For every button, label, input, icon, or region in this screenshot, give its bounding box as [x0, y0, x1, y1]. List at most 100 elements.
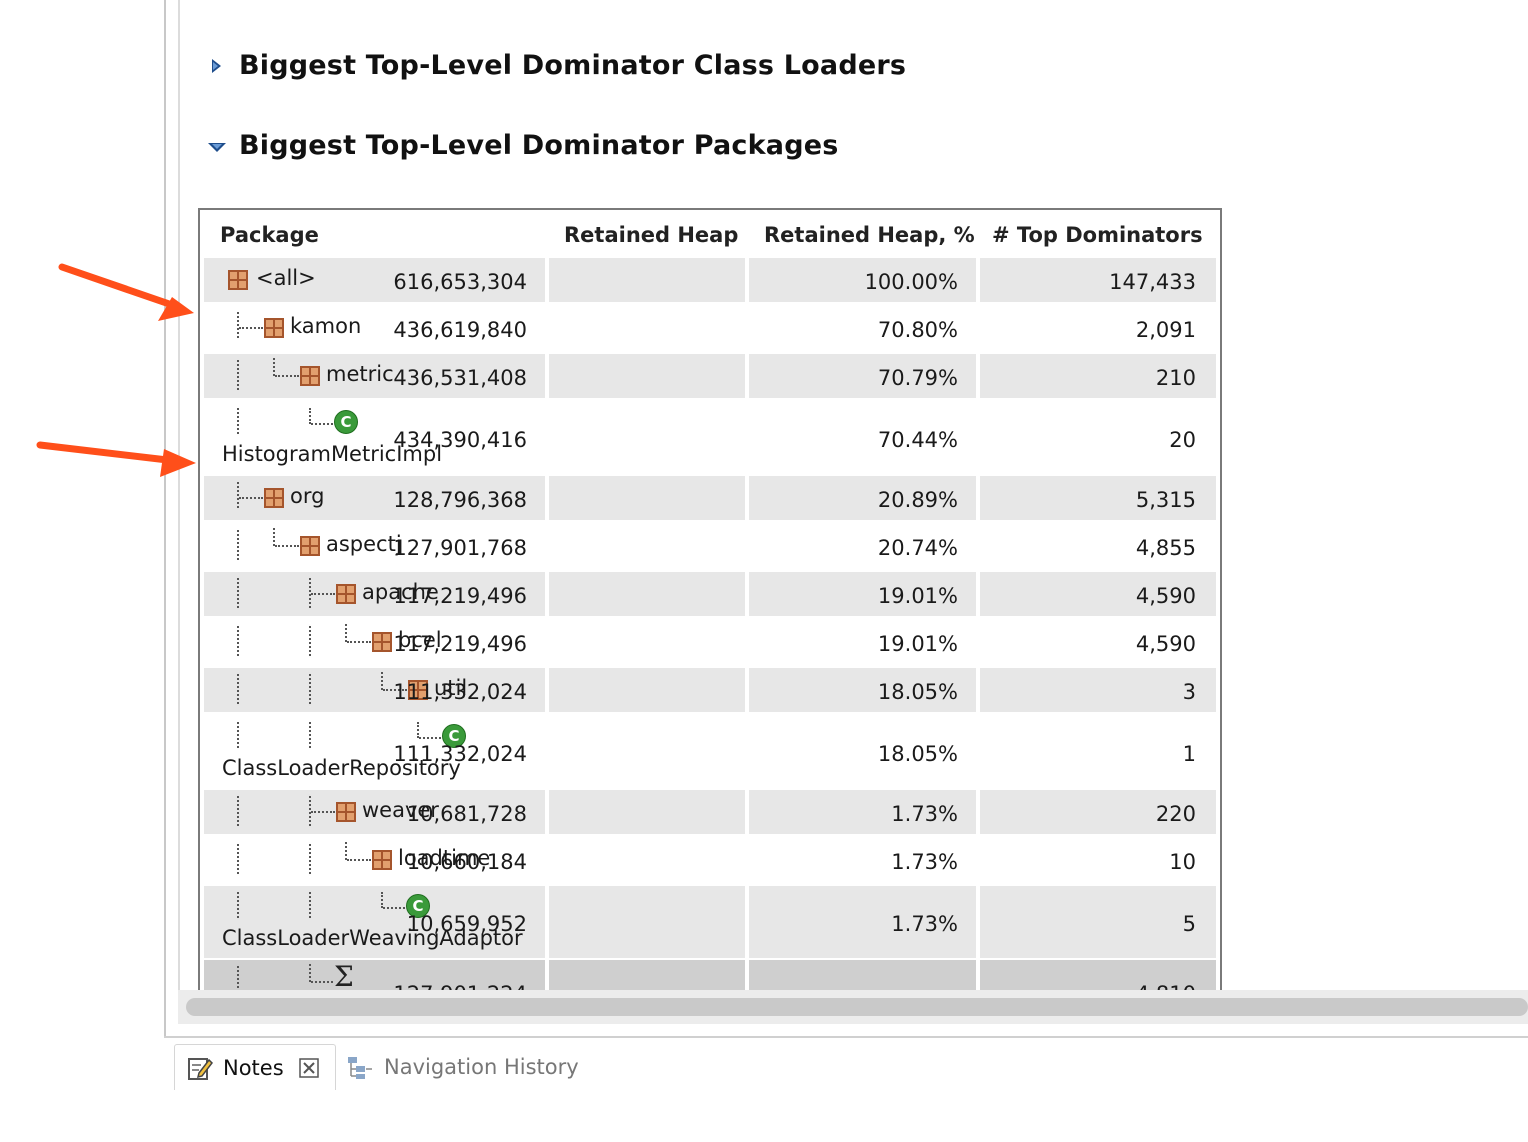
editor-border — [178, 0, 180, 1024]
table-row[interactable]: aspectj 127,901,768 20.74% 4,855 — [204, 524, 1216, 568]
retained-percent-value: 19.01% — [877, 632, 958, 656]
package-icon — [264, 318, 284, 338]
table-row[interactable]: loadtime 10,660,184 1.73% 10 — [204, 838, 1216, 882]
expand-triangle-icon[interactable] — [205, 53, 231, 79]
retained-heap-value: 436,531,408 — [393, 366, 527, 390]
top-dominators-value: 10 — [1169, 850, 1196, 874]
retained-heap-value: 127,901,224 — [393, 982, 527, 992]
retained-heap-value: 10,660,184 — [406, 850, 527, 874]
class-name: ClassLoaderWeavingAdaptor — [222, 926, 523, 950]
package-name: loadtime — [398, 846, 491, 870]
retained-percent-value: 70.44% — [877, 428, 958, 452]
top-dominators-value: 4,590 — [1135, 584, 1196, 608]
retained-percent-value: 20.74% — [877, 536, 958, 560]
annotation-arrow-icon — [36, 441, 196, 477]
table-row[interactable]: util 111,332,024 18.05% 3 — [204, 668, 1216, 712]
top-dominators-value: 1 — [1182, 742, 1196, 766]
class-name: ClassLoaderRepository — [222, 756, 461, 780]
retained-percent-value: 1.73% — [891, 912, 958, 936]
table-row[interactable]: org 128,796,368 20.89% 5,315 — [204, 476, 1216, 520]
top-dominators-value: 4,855 — [1135, 536, 1196, 560]
tab-label: Navigation History — [384, 1055, 579, 1079]
retained-percent-value: 70.80% — [877, 318, 958, 342]
table-row[interactable]: C HistogramMetricImpl 434,390,416 70.44%… — [204, 402, 1216, 474]
column-header-retained-heap[interactable]: Retained Heap — [564, 223, 739, 247]
table-row[interactable]: C ClassLoaderWeavingAdaptor 10,659,952 1… — [204, 886, 1216, 958]
package-name: aspectj — [326, 532, 402, 556]
retained-heap-value: 128,796,368 — [393, 488, 527, 512]
top-dominators-value: 5 — [1182, 912, 1196, 936]
retained-heap-value: 127,901,768 — [393, 536, 527, 560]
top-dominators-value: 210 — [1155, 366, 1196, 390]
table-row[interactable]: bcel 117,219,496 19.01% 4,590 — [204, 620, 1216, 664]
table-header: Package Retained Heap Retained Heap, % #… — [200, 210, 1220, 256]
left-panel — [0, 0, 164, 1140]
horizontal-scrollbar-thumb[interactable] — [186, 998, 1528, 1016]
package-icon — [300, 536, 320, 556]
package-name: util — [434, 676, 468, 700]
retained-heap-value: 436,619,840 — [393, 318, 527, 342]
sum-icon: Σ — [334, 960, 354, 992]
column-header-retained-heap-percent[interactable]: Retained Heap, % — [764, 223, 975, 247]
package-icon — [372, 632, 392, 652]
column-header-top-dominators[interactable]: # Top Dominators — [992, 223, 1203, 247]
tab-navigation-history[interactable]: Navigation History — [346, 1044, 579, 1090]
table-row[interactable]: <all> 616,653,304 100.00% 147,433 — [204, 258, 1216, 302]
table-row[interactable]: apache 117,219,496 19.01% 4,590 — [204, 572, 1216, 616]
package-name: weaver — [362, 798, 439, 822]
top-dominators-value: 3 — [1182, 680, 1196, 704]
top-dominators-value: 5,315 — [1135, 488, 1196, 512]
table-row[interactable]: kamon 436,619,840 70.80% 2,091 — [204, 306, 1216, 350]
top-dominators-value: 147,433 — [1109, 270, 1196, 294]
package-icon — [300, 366, 320, 386]
retained-heap-value: 111,332,024 — [393, 742, 527, 766]
top-dominators-value: 2,091 — [1135, 318, 1196, 342]
table-row[interactable]: C ClassLoaderRepository 111,332,024 18.0… — [204, 716, 1216, 788]
package-icon — [336, 802, 356, 822]
annotation-arrow-icon — [58, 263, 194, 321]
retained-heap-value: 117,219,496 — [393, 584, 527, 608]
package-name: metric — [326, 362, 394, 386]
tab-label: Notes — [223, 1055, 284, 1080]
package-name: apache — [362, 580, 439, 604]
retained-percent-value: 100.00% — [864, 270, 958, 294]
close-icon[interactable] — [298, 1057, 320, 1079]
class-name: HistogramMetricImpl — [222, 442, 443, 466]
section-class-loaders[interactable]: Biggest Top-Level Dominator Class Loader… — [205, 50, 906, 81]
section-title: Biggest Top-Level Dominator Packages — [239, 130, 839, 161]
section-packages[interactable]: Biggest Top-Level Dominator Packages — [205, 130, 839, 161]
package-name: org — [290, 484, 325, 508]
top-dominators-value: 220 — [1155, 802, 1196, 826]
bottom-panel: Notes Navigation History — [164, 1036, 1528, 1142]
package-name: kamon — [290, 314, 362, 338]
navigation-history-icon — [346, 1054, 374, 1080]
collapse-triangle-icon[interactable] — [205, 133, 231, 159]
package-icon — [372, 850, 392, 870]
retained-heap-value: 434,390,416 — [393, 428, 527, 452]
package-name: bcel — [398, 628, 442, 652]
notes-icon — [187, 1055, 213, 1081]
table-row-total[interactable]: Σ 127,901,224 4,810 — [204, 960, 1216, 992]
class-icon: C — [334, 410, 358, 434]
top-dominators-value: 20 — [1169, 428, 1196, 452]
package-name: <all> — [256, 266, 316, 290]
panel-divider[interactable] — [164, 0, 166, 1140]
retained-heap-value: 117,219,496 — [393, 632, 527, 656]
table-row[interactable]: metric 436,531,408 70.79% 210 — [204, 354, 1216, 398]
class-icon: C — [442, 724, 466, 748]
class-icon: C — [406, 894, 430, 918]
package-icon — [264, 488, 284, 508]
packages-table: Package Retained Heap Retained Heap, % #… — [198, 208, 1222, 992]
package-icon — [336, 584, 356, 604]
table-row[interactable]: weaver 10,681,728 1.73% 220 — [204, 790, 1216, 834]
tab-notes[interactable]: Notes — [174, 1044, 336, 1090]
section-title: Biggest Top-Level Dominator Class Loader… — [239, 50, 907, 81]
retained-percent-value: 18.05% — [877, 680, 958, 704]
package-icon — [228, 270, 248, 290]
retained-percent-value: 1.73% — [891, 802, 958, 826]
retained-heap-value: 10,681,728 — [406, 802, 527, 826]
retained-heap-value: 616,653,304 — [393, 270, 527, 294]
column-header-package[interactable]: Package — [220, 223, 319, 247]
package-icon — [408, 680, 428, 700]
retained-heap-value: 10,659,952 — [406, 912, 527, 936]
